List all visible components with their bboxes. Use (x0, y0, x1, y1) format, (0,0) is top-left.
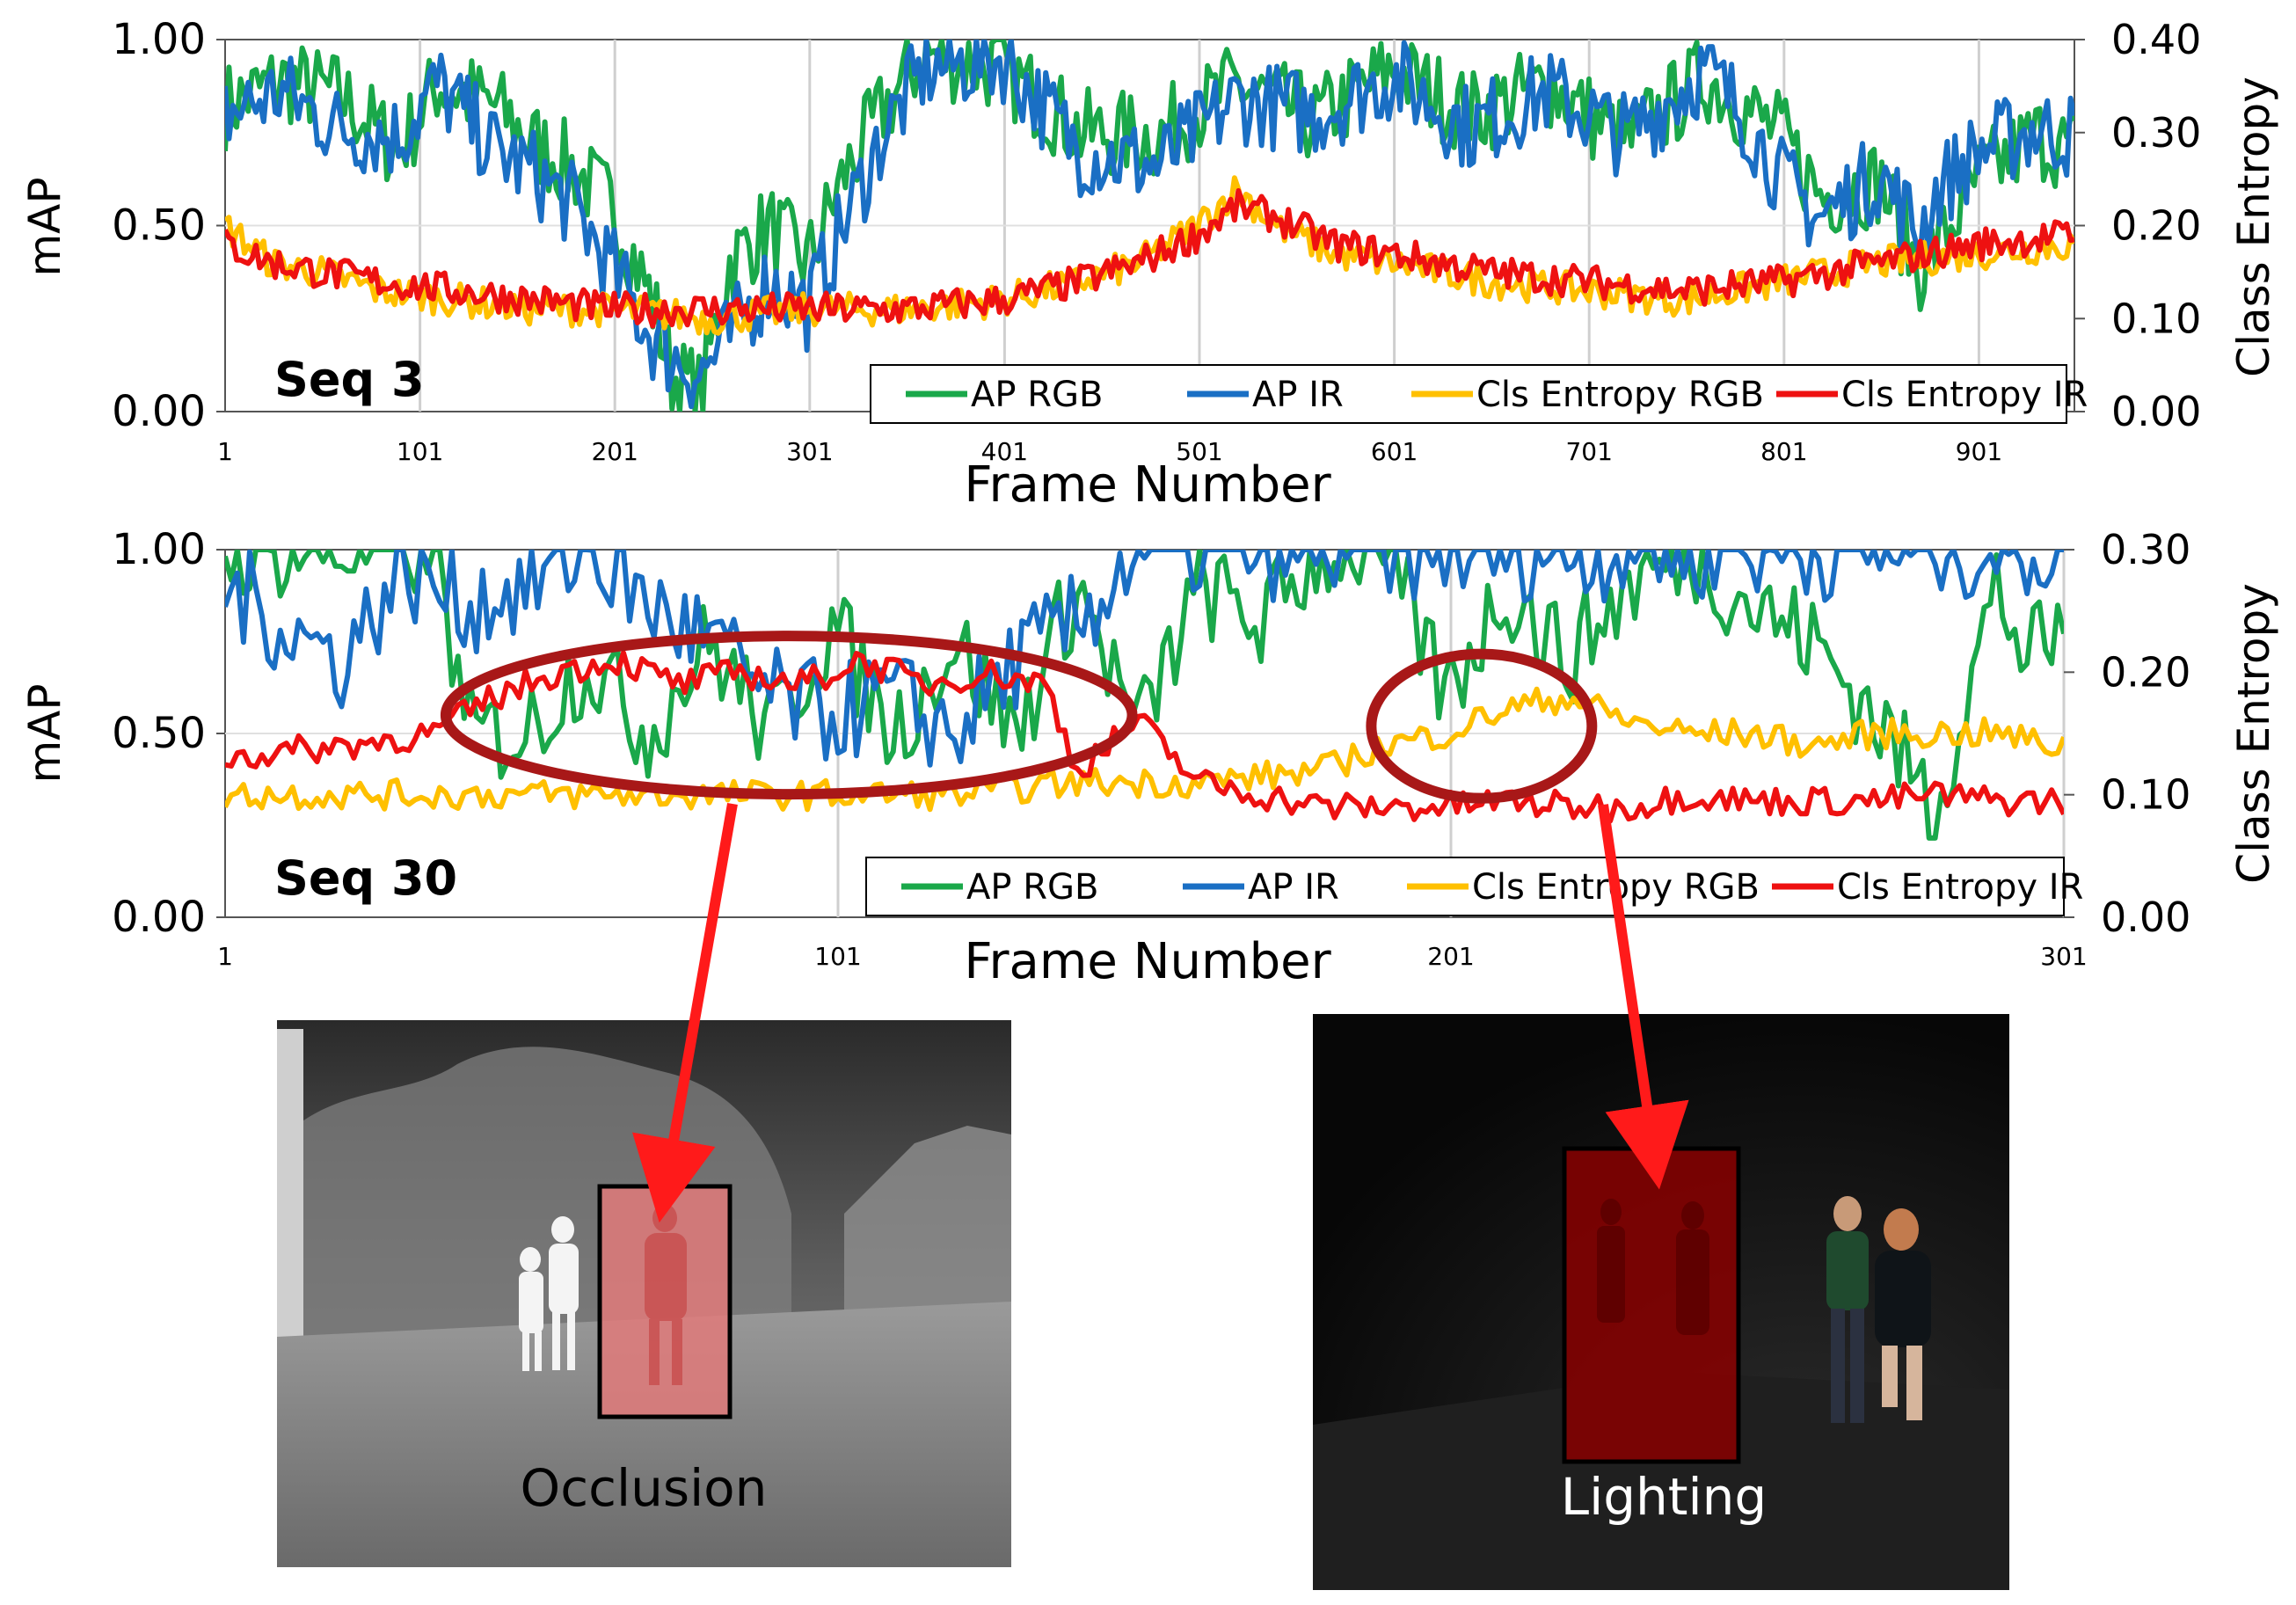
x-axis-label: Frame Number (964, 933, 1331, 990)
wall-left (277, 1029, 303, 1337)
annotation-arrows (631, 802, 1689, 1223)
x-tick-label: 1 (217, 942, 233, 971)
tick-labels: 1 101 201 301 401 501 601 701 801 901 0.00 0.50 1.00… (112, 15, 2201, 466)
x-tick-label: 1 (217, 437, 233, 466)
y2-axis-label: Class Entropy (2228, 583, 2279, 884)
x-tick-label: 201 (1427, 942, 1474, 971)
y-axis-label: mAP (19, 683, 70, 783)
x-axis-label: Frame Number (964, 456, 1331, 514)
series-line-cls-entropy-ir (225, 188, 2074, 329)
y-axis-label: mAP (19, 177, 70, 276)
dark-person-box (1562, 1146, 1741, 1464)
series-line-cls-entropy-rgb (225, 686, 2064, 813)
series-line-cls-entropy-ir (225, 650, 2064, 824)
y-tick-label: 0.00 (112, 387, 206, 436)
y2-tick-label: 0.30 (2101, 526, 2190, 573)
house-silhouette (844, 1126, 1011, 1337)
y-tick-label: 0.50 (112, 709, 206, 758)
tick-labels: 1 101 201 301 0.00 0.50 1.00 0.00 0.10 0.20 0.30 (112, 525, 2190, 971)
arrow-lighting (1598, 804, 1689, 1190)
y-tick-label: 1.00 (112, 525, 206, 574)
x-tick-label: 201 (591, 437, 638, 466)
y2-tick-label: 0.10 (2111, 295, 2201, 342)
road (277, 1302, 1011, 1567)
legend-label: AP RGB (966, 867, 1098, 908)
x-tick-label: 701 (1565, 437, 1612, 466)
series-line-ap-ir (225, 550, 2064, 768)
annotation-ellipse (440, 631, 1138, 800)
legend: AP RGB AP IR Cls Entropy RGB Cls Entropy IR (865, 857, 2083, 916)
chart-seq3: 1 101 201 301 401 501 601 701 801 901 0.00 0.50 1.00… (19, 15, 2279, 514)
y2-tick-label: 0.20 (2111, 202, 2201, 250)
arrow-occlusion (631, 802, 738, 1223)
x-tick-label: 301 (786, 437, 833, 466)
x-tick-label: 801 (1760, 437, 1807, 466)
sequence-label: Seq 3 (274, 352, 425, 407)
x-tick-label: 401 (981, 437, 1028, 466)
inset-caption: Occlusion (521, 1458, 768, 1518)
y2-tick-label: 0.00 (2101, 894, 2190, 941)
legend-label: AP IR (1252, 375, 1344, 415)
series-group (225, 40, 2074, 412)
y2-tick-label: 0.10 (2101, 771, 2190, 819)
legend-label: AP IR (1248, 867, 1339, 908)
y-tick-label: 0.50 (112, 201, 206, 251)
ground (1313, 1372, 2009, 1590)
x-tick-label: 301 (2040, 942, 2087, 971)
x-tick-label: 101 (397, 437, 443, 466)
people-silhouettes (519, 1216, 579, 1371)
dark-people (1597, 1199, 1709, 1335)
legend-label: AP RGB (971, 375, 1103, 415)
x-tick-label: 101 (814, 942, 861, 971)
inset-thermal-image: Occlusion (277, 1020, 1011, 1567)
y2-tick-label: 0.30 (2111, 109, 2201, 157)
x-tick-label: 501 (1176, 437, 1222, 466)
inset-caption: Lighting (1561, 1467, 1767, 1527)
legend-label: Cls Entropy RGB (1476, 375, 1764, 415)
annotation-ellipse (1366, 648, 1598, 804)
x-tick-label: 901 (1956, 437, 2002, 466)
y2-tick-label: 0.40 (2111, 16, 2201, 63)
series-group (225, 550, 2064, 841)
y2-axis-label: Class Entropy (2228, 77, 2279, 377)
chart-seq30: 1 101 201 301 0.00 0.50 1.00 0.00 0.10 0.20 0.30 S… (19, 525, 2279, 990)
sequence-label: Seq 30 (274, 850, 457, 906)
y-tick-label: 1.00 (112, 15, 206, 64)
legend-label: Cls Entropy IR (1841, 375, 2088, 415)
x-tick-label: 601 (1371, 437, 1418, 466)
inset-rgb-image: Lighting (1313, 1014, 2009, 1590)
y2-tick-label: 0.00 (2111, 388, 2201, 435)
annotation-group (440, 631, 1598, 804)
legend-label: Cls Entropy IR (1837, 867, 2083, 908)
y-tick-label: 0.00 (112, 893, 206, 942)
people-walking (1826, 1196, 1931, 1423)
legend: AP RGB AP IR Cls Entropy RGB Cls Entropy IR (870, 364, 2088, 424)
series-line-ap-ir (225, 40, 2074, 410)
y2-tick-label: 0.20 (2101, 648, 2190, 696)
